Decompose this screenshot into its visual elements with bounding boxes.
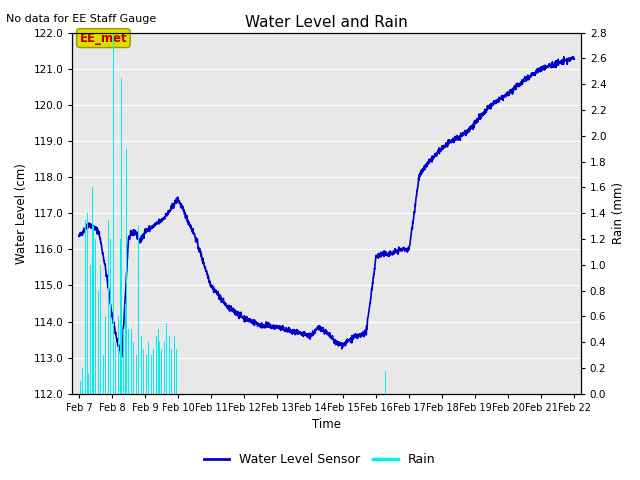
Bar: [115, 342, 116, 394]
Bar: [95, 239, 96, 394]
Bar: [107, 348, 108, 394]
Bar: [164, 342, 165, 394]
Bar: [154, 323, 156, 394]
Bar: [80, 381, 81, 394]
Bar: [116, 355, 117, 394]
Bar: [385, 371, 386, 394]
Bar: [176, 348, 177, 394]
Bar: [174, 336, 175, 394]
Bar: [136, 355, 137, 394]
Bar: [93, 226, 94, 394]
Bar: [166, 323, 167, 394]
Legend: Water Level Sensor, Rain: Water Level Sensor, Rain: [200, 448, 440, 471]
Bar: [133, 342, 134, 394]
Bar: [138, 226, 139, 394]
Y-axis label: Rain (mm): Rain (mm): [612, 182, 625, 244]
Text: No data for EE Staff Gauge: No data for EE Staff Gauge: [6, 14, 157, 24]
Title: Water Level and Rain: Water Level and Rain: [245, 15, 408, 30]
Bar: [85, 220, 86, 394]
Bar: [178, 378, 179, 394]
Bar: [156, 336, 157, 394]
Bar: [108, 220, 109, 394]
Bar: [171, 348, 172, 394]
Bar: [130, 348, 131, 394]
Bar: [161, 348, 162, 394]
Bar: [131, 329, 132, 394]
Bar: [151, 355, 152, 394]
Bar: [118, 316, 119, 394]
X-axis label: Time: Time: [312, 419, 341, 432]
Bar: [88, 374, 89, 394]
Bar: [158, 329, 159, 394]
Bar: [111, 368, 112, 394]
Bar: [90, 265, 91, 394]
Bar: [105, 316, 106, 394]
Bar: [153, 348, 154, 394]
Bar: [87, 213, 88, 394]
Bar: [141, 336, 142, 394]
Bar: [128, 329, 129, 394]
Bar: [123, 329, 124, 394]
Bar: [82, 368, 83, 394]
Text: EE_met: EE_met: [79, 32, 127, 45]
Bar: [92, 187, 93, 394]
Bar: [143, 348, 144, 394]
Bar: [159, 342, 160, 394]
Bar: [134, 348, 136, 394]
Y-axis label: Water Level (cm): Water Level (cm): [15, 163, 28, 264]
Bar: [110, 239, 111, 394]
Bar: [113, 33, 114, 394]
Bar: [103, 355, 104, 394]
